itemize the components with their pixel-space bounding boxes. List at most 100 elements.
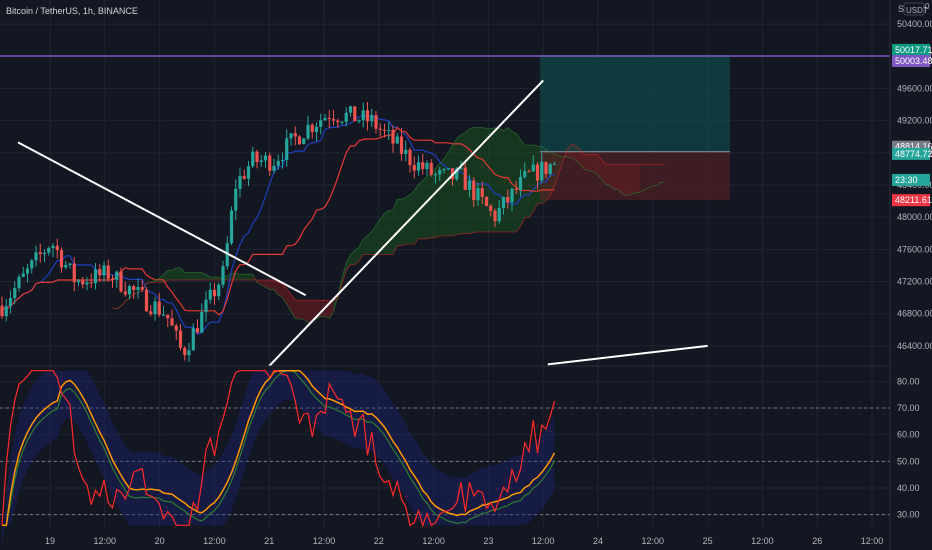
kumo-segment (444, 152, 449, 236)
candle-body (187, 350, 191, 356)
price-label-text: 50017.71 (895, 45, 932, 55)
candle-body (0, 305, 4, 317)
kumo-segment (384, 210, 389, 255)
kumo-segment (367, 231, 372, 255)
candle-body (225, 243, 229, 267)
time-tick-label: 22 (374, 536, 384, 546)
candle-body (55, 245, 59, 251)
drawings[interactable] (0, 55, 890, 367)
kumo-segment (414, 184, 419, 245)
candle-body (387, 130, 391, 132)
candle-body (68, 263, 72, 265)
candle-body (510, 188, 514, 203)
time-tick-label: 21 (264, 536, 274, 546)
senkou-a-line (112, 126, 665, 323)
kumo-segment (354, 247, 359, 265)
time-tick-label: 20 (155, 536, 165, 546)
time-axis[interactable]: 19 12:00 20 12:00 21 12:00 22 12:00 23 12:00 24 12:… (45, 536, 883, 546)
time-tick-label: 12:00 (203, 536, 226, 546)
candle-body (42, 252, 47, 255)
kumo-segment (295, 299, 300, 320)
kumo-segment (269, 279, 274, 290)
candle-body (119, 271, 123, 292)
kumo-segment (516, 133, 521, 232)
candle-body (552, 163, 557, 165)
kumo-segment (163, 270, 168, 283)
candle-body (102, 265, 106, 276)
candle-body (268, 155, 272, 171)
candle-body (221, 266, 225, 285)
kumo-segment (346, 254, 351, 271)
candle-body (421, 162, 425, 170)
kumo-segment (210, 277, 215, 280)
kumo-segment (248, 274, 253, 280)
candle-body (378, 128, 382, 130)
candle-body (208, 289, 212, 300)
kumo-segment (197, 272, 202, 280)
candle-body (13, 288, 17, 299)
rsi-tick-label: 70.00 (897, 403, 920, 413)
price-tick-label: 46400.00 (897, 341, 932, 351)
price-label-badge (892, 55, 930, 68)
currency-badge (903, 2, 925, 16)
kumo-segment (180, 267, 185, 280)
kumo-segment (529, 145, 534, 218)
candle-body (149, 311, 153, 315)
kumo-segment (329, 300, 334, 319)
time-tick-label: 12:00 (751, 536, 774, 546)
candle-body (115, 271, 119, 280)
position-stop-zone (540, 151, 730, 201)
rsi-tick-label: 60.00 (897, 430, 920, 440)
kumo-segment (172, 268, 177, 280)
trend-line (268, 79, 544, 367)
kumo-segment (473, 127, 478, 233)
candle-body (408, 149, 412, 166)
candle-body (132, 286, 136, 291)
time-tick-label: 23 (483, 536, 493, 546)
kumo-segment (533, 145, 538, 212)
price-tick-label: 50400.00 (897, 19, 932, 29)
kumo-segment (193, 272, 198, 280)
candle-body (404, 149, 408, 154)
kumo-segment (371, 225, 376, 255)
candle-body (370, 115, 374, 122)
candle-body (234, 188, 238, 211)
kumo-segment (495, 127, 500, 232)
candle-body (472, 180, 476, 201)
long-position-tool[interactable] (540, 54, 730, 201)
kumo-segment (461, 132, 466, 234)
candle-body (81, 280, 85, 285)
candle-body (319, 120, 323, 127)
currency-selector[interactable]: S USDT 0 (898, 2, 930, 16)
candle-body (442, 169, 446, 171)
candle-body (8, 298, 13, 307)
candle-body (467, 180, 472, 190)
kumo-segment (380, 213, 385, 255)
kumo-segment (176, 267, 181, 280)
candle-body (263, 155, 268, 161)
candle-body (340, 121, 344, 123)
candle-body (144, 289, 149, 312)
candle-body (212, 289, 217, 297)
rsi-tick-label: 80.00 (897, 376, 920, 386)
candle-body (123, 291, 127, 295)
candle-body (297, 136, 302, 145)
candle-body (527, 170, 531, 172)
candle-body (259, 160, 263, 162)
kumo-segment (503, 127, 508, 232)
candle-body (204, 299, 208, 313)
candle-body (399, 136, 404, 154)
candle-body (110, 278, 115, 280)
rsi-pane (0, 369, 890, 550)
candle-body (425, 162, 429, 170)
candle-body (76, 280, 81, 283)
senkou-b-line (112, 143, 665, 310)
candle-body (30, 260, 34, 269)
price-axis[interactable]: 50400.0050000.0049600.0049200.0048800.00… (892, 19, 932, 520)
price-label-badge (892, 173, 930, 186)
kumo-segment (439, 158, 444, 237)
currency-prefix: S (898, 4, 904, 14)
candle-body (514, 188, 518, 190)
candle-body (127, 286, 132, 295)
